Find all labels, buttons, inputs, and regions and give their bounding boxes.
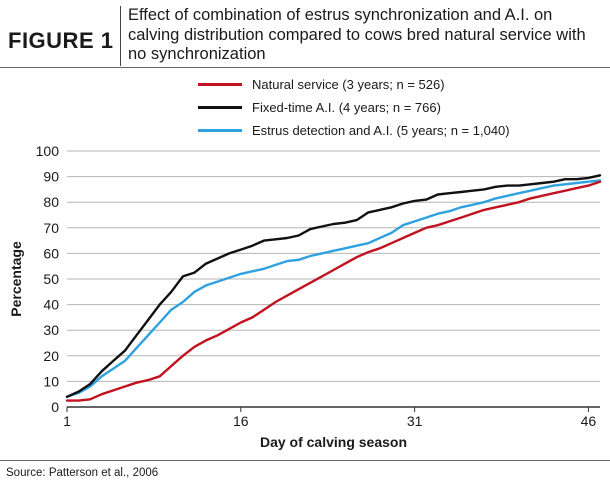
y-tick-label-50: 50	[43, 271, 59, 287]
chart-legend: Natural service (3 years; n = 526) Fixed…	[198, 74, 510, 143]
y-axis-title: Percentage	[8, 241, 24, 317]
x-axis-title: Day of calving season	[260, 434, 407, 450]
y-tick-label-90: 90	[43, 169, 59, 185]
legend-item-fixed-time-ai: Fixed-time A.I. (4 years; n = 766)	[198, 97, 510, 117]
legend-label-estrus-detection: Estrus detection and A.I. (5 years; n = …	[252, 122, 510, 138]
legend-item-estrus-detection: Estrus detection and A.I. (5 years; n = …	[198, 120, 510, 140]
y-tick-label-10: 10	[43, 373, 59, 389]
y-tick-label-20: 20	[43, 348, 59, 364]
figure-title: Effect of combination of estrus synchron…	[128, 6, 586, 63]
y-tick-label-0: 0	[51, 399, 59, 415]
y-tick-label-40: 40	[43, 297, 59, 313]
y-tick-label-60: 60	[43, 245, 59, 261]
y-tick-label-30: 30	[43, 322, 59, 338]
y-tick-label-80: 80	[43, 194, 59, 210]
x-tick-label-16: 16	[233, 413, 249, 429]
legend-item-natural-service: Natural service (3 years; n = 526)	[198, 74, 510, 94]
legend-swatch-fixed-time-ai	[198, 105, 242, 109]
legend-swatch-estrus-detection	[198, 128, 242, 132]
source-note: Source: Patterson et al., 2006	[6, 467, 159, 479]
natural-service-line	[65, 180, 602, 402]
header-rule	[0, 67, 610, 68]
figure-label: FIGURE 1	[8, 28, 114, 53]
x-tick-label-1: 1	[63, 413, 71, 429]
fixed-time-ai-line	[65, 174, 602, 398]
estrus-detection-line	[65, 179, 602, 398]
legend-label-fixed-time-ai: Fixed-time A.I. (4 years; n = 766)	[252, 99, 441, 115]
y-tick-label-70: 70	[43, 220, 59, 236]
y-tick-label-100: 100	[36, 143, 60, 159]
x-tick-label-46: 46	[581, 413, 597, 429]
footer-rule	[0, 460, 610, 461]
x-tick-label-31: 31	[407, 413, 423, 429]
legend-label-natural-service: Natural service (3 years; n = 526)	[252, 76, 445, 92]
figure-header: FIGURE 1 Effect of combination of estrus…	[0, 0, 610, 68]
header-divider	[120, 6, 121, 66]
legend-swatch-natural-service	[198, 82, 242, 86]
